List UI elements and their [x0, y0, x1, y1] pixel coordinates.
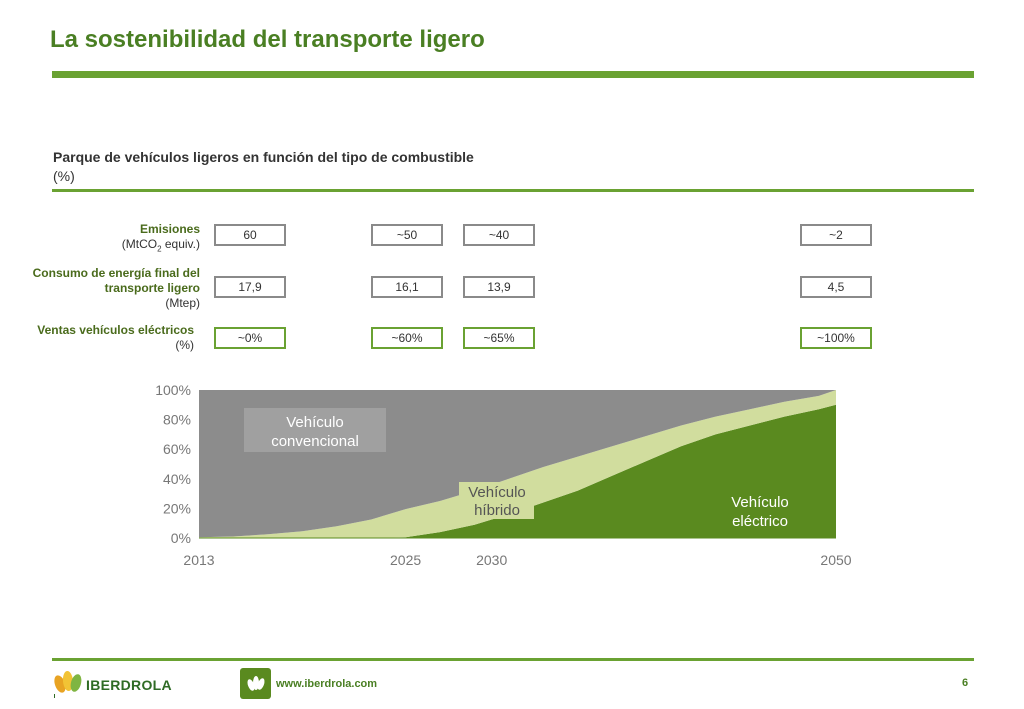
row-label-unit: (%) [175, 338, 194, 352]
area-label-hibrido: Vehículo [468, 484, 526, 501]
value-box: 16,1 [371, 276, 443, 298]
x-tick-label: 2050 [820, 552, 851, 568]
value-box: ~100% [800, 327, 872, 349]
y-tick-label: 20% [163, 500, 191, 516]
value-box: 60 [214, 224, 286, 246]
x-tick-label: 2030 [476, 552, 507, 568]
y-tick-label: 40% [163, 471, 191, 487]
label-box-convencional [244, 408, 386, 452]
value-box: 17,9 [214, 276, 286, 298]
iberdrola-app-icon [240, 668, 271, 699]
value-box: ~0% [214, 327, 286, 349]
chart-unit: (%) [53, 168, 75, 184]
iberdrola-leaf-logo-icon [54, 671, 82, 698]
value-box: 13,9 [463, 276, 535, 298]
area-label-electrico: Vehículo [731, 494, 789, 511]
x-tick-label: 2025 [390, 552, 421, 568]
row-label-emisiones: Emisiones (MtCO2 equiv.) [122, 222, 200, 256]
y-tick-label: 100% [155, 382, 191, 398]
x-tick-label: 2013 [183, 552, 214, 568]
chart-heading: Parque de vehículos ligeros en función d… [53, 149, 474, 165]
y-tick-label: 80% [163, 412, 191, 428]
page-number: 6 [962, 677, 969, 689]
value-box: ~40 [463, 224, 535, 246]
area-label-convencional: convencional [271, 433, 359, 450]
row-label-ventas: Ventas vehículos eléctricos (%) [37, 323, 194, 353]
row-label-bold: Emisiones [139, 222, 200, 236]
y-tick-label: 0% [171, 530, 191, 546]
series-area-0 [199, 404, 836, 538]
series-area-1 [199, 390, 836, 538]
row-label-bold: Consumo de energía final del transporte … [32, 266, 200, 295]
value-box: ~50 [371, 224, 443, 246]
value-box: ~2 [800, 224, 872, 246]
brand-logo-text: IBERDROLA [86, 677, 172, 693]
title-divider [52, 71, 974, 78]
slide-title: La sostenibilidad del transporte ligero [50, 26, 485, 53]
label-box-hibrido [459, 482, 534, 519]
heading-divider [52, 189, 974, 192]
footer-divider [52, 658, 974, 661]
value-box: ~65% [463, 327, 535, 349]
row-label-unit: (MtCO2 equiv.) [121, 237, 200, 254]
row-label-bold: Ventas vehículos eléctricos [37, 323, 194, 337]
value-box: ~60% [371, 327, 443, 349]
row-label-consumo: Consumo de energía final del transporte … [0, 266, 200, 311]
area-label-hibrido: híbrido [474, 502, 520, 519]
website-link[interactable]: www.iberdrola.com [276, 678, 378, 690]
row-label-unit: (Mtep) [165, 296, 200, 310]
area-label-convencional: Vehículo [286, 414, 344, 431]
area-label-electrico: eléctrico [732, 513, 788, 530]
value-box: 4,5 [800, 276, 872, 298]
y-tick-label: 60% [163, 441, 191, 457]
